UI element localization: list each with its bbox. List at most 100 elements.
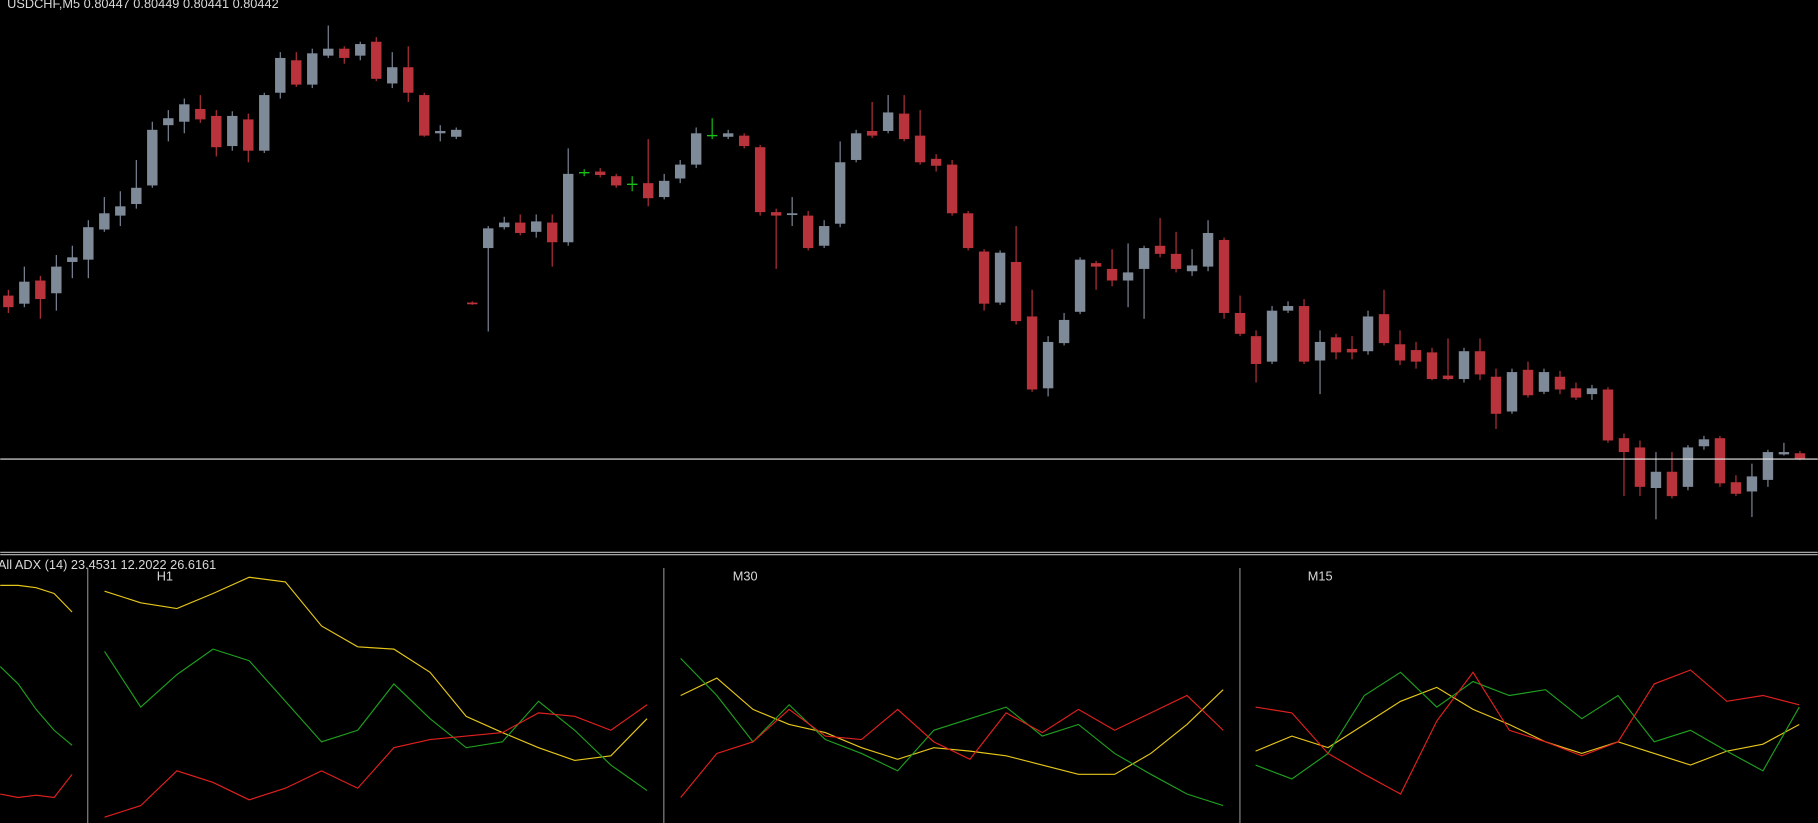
candle-body	[962, 213, 974, 249]
adx-line	[0, 773, 73, 799]
candle-body	[1106, 268, 1118, 281]
candle-body	[307, 53, 318, 85]
candle-body	[1634, 447, 1646, 487]
candle-body	[1714, 438, 1726, 484]
candle-body	[914, 135, 926, 163]
candle-body	[35, 280, 46, 300]
candle-body	[946, 164, 958, 214]
candle-body	[435, 130, 446, 134]
candle-body	[1554, 376, 1566, 390]
candle-body	[483, 228, 494, 249]
candle-body	[1346, 348, 1358, 353]
candle-body	[1202, 232, 1214, 267]
candle-body	[275, 57, 286, 93]
candle-body	[499, 222, 510, 228]
candle-body	[387, 67, 398, 84]
adx-line	[104, 576, 648, 761]
candle-body	[1426, 352, 1438, 380]
candle-body	[1506, 372, 1518, 412]
candle-body	[99, 213, 110, 230]
candle-body	[19, 281, 30, 304]
candle-body	[1698, 439, 1710, 447]
candle-body	[323, 48, 334, 56]
candle-body	[1586, 388, 1598, 395]
candle-body	[1538, 372, 1550, 392]
candle-body	[978, 251, 990, 304]
adx-line	[104, 704, 648, 818]
candle-body	[1218, 239, 1230, 313]
candle-body	[83, 227, 94, 260]
candle-body	[866, 130, 878, 136]
candle-body	[1618, 438, 1630, 453]
candle-body	[1730, 482, 1742, 494]
candle-body	[1762, 452, 1774, 480]
adx-line	[1255, 669, 1800, 795]
candle-body	[546, 222, 558, 243]
candle-body	[1282, 306, 1294, 311]
candle-body	[674, 164, 686, 179]
indicator-title: All ADX (14) 23.4531 12.2022 26.6161	[0, 557, 216, 572]
candle-body	[1490, 376, 1502, 414]
candle-body	[754, 147, 766, 213]
candle-body	[403, 67, 414, 93]
candle-body	[115, 206, 126, 216]
candle-body	[179, 104, 190, 122]
candle-body	[1522, 369, 1534, 396]
panel-label: M15	[1308, 569, 1333, 584]
candle-body	[738, 135, 750, 147]
panel-label: M30	[733, 569, 758, 584]
candle-body	[243, 119, 254, 151]
candle-body	[371, 41, 382, 79]
candle-body	[722, 133, 734, 137]
candle-body	[1650, 471, 1662, 489]
candle-body	[610, 176, 622, 186]
candle-body	[339, 48, 350, 58]
adx-line	[0, 584, 73, 613]
candle-body	[1330, 337, 1342, 353]
candle-body	[1410, 350, 1422, 362]
candle-body	[882, 112, 894, 131]
candle-body	[419, 95, 430, 136]
candle-body	[1074, 259, 1086, 312]
candle-body	[1042, 341, 1054, 389]
candle-body	[1746, 476, 1758, 492]
candle-body	[1442, 375, 1454, 380]
candle-body	[1234, 312, 1246, 334]
candle-body	[467, 302, 478, 305]
candle-body	[131, 187, 142, 205]
adx-line	[0, 666, 73, 746]
candle-body	[1458, 351, 1470, 380]
candle-body	[1266, 310, 1278, 362]
candle-body	[1186, 265, 1198, 272]
candle-body	[51, 266, 62, 294]
candle-body	[530, 221, 542, 232]
candle-body	[802, 215, 814, 249]
candle-body	[1010, 261, 1022, 322]
candle-body	[690, 133, 702, 165]
candle-body	[1378, 314, 1390, 344]
candle-body	[930, 158, 942, 166]
candle-body	[562, 173, 574, 243]
candle-body	[163, 118, 174, 126]
candle-body	[1570, 388, 1582, 398]
candle-body	[1026, 316, 1038, 390]
candle-body	[1602, 389, 1614, 441]
candle-body	[355, 44, 366, 56]
adx-line	[1255, 671, 1800, 780]
candle-body	[898, 113, 910, 140]
candle-body	[1666, 471, 1678, 497]
candle-body	[1122, 272, 1134, 281]
candle-body	[1250, 336, 1262, 364]
candle-body	[1058, 319, 1070, 344]
candle-body	[67, 257, 78, 262]
adx-line	[680, 694, 1224, 798]
candle-body	[1298, 306, 1310, 362]
candle-body	[1474, 351, 1486, 375]
candle-body	[1394, 344, 1406, 361]
candle-body	[658, 180, 670, 198]
adx-line	[1255, 686, 1800, 766]
candle-body	[451, 129, 462, 137]
chart-title: USDCHF,M5 0.80447 0.80449 0.80441 0.8044…	[7, 0, 279, 11]
candle-body	[1314, 341, 1326, 361]
